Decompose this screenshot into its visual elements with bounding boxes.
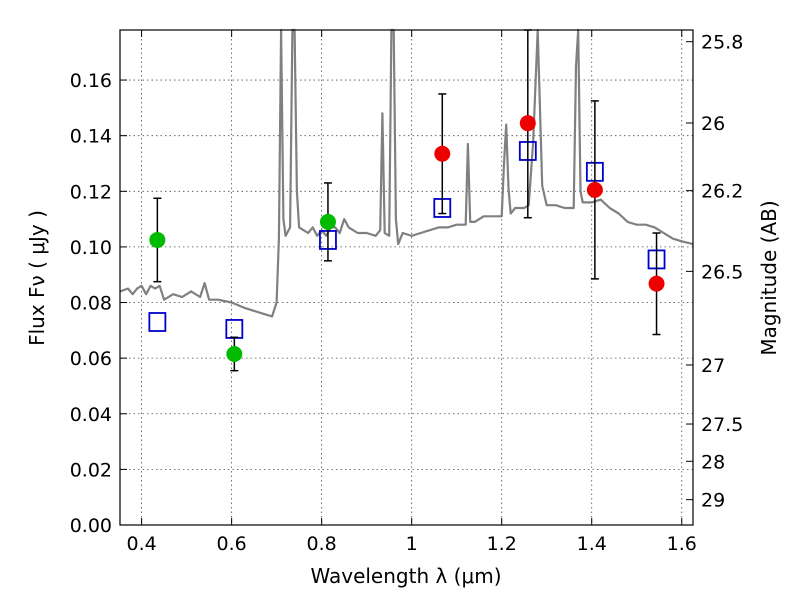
y2-tick-label: 26 (701, 113, 725, 135)
y2-tick-label: 25.8 (701, 32, 743, 54)
y-tick-label: 0.14 (70, 126, 112, 148)
x-tick-label: 0.8 (307, 533, 337, 555)
x-tick-label: 1 (406, 533, 418, 555)
x-tick-label: 0.4 (126, 533, 156, 555)
y-tick-label: 0.10 (70, 237, 112, 259)
y2-tick-label: 26.2 (701, 181, 743, 203)
observed-point (226, 345, 243, 362)
observed-point (586, 181, 603, 198)
model-spectrum (119, 28, 694, 318)
x-axis-title: Wavelength λ (μm) (310, 564, 501, 588)
data-points (148, 29, 666, 372)
grid (120, 30, 693, 526)
y-tick-label: 0.00 (70, 515, 112, 537)
y-axis-title: Flux Fν ( μJy ) (25, 210, 49, 346)
observed-point (319, 213, 336, 230)
x-tick-label: 0.6 (217, 533, 247, 555)
y2-tick-label: 29 (701, 490, 725, 512)
model-point (148, 312, 167, 332)
y-tick-label: 0.12 (70, 181, 112, 203)
observed-point (519, 115, 536, 132)
y2-tick-label: 26.5 (701, 261, 743, 283)
x-tick-label: 1.4 (577, 533, 607, 555)
x-tick-label: 1.2 (487, 533, 517, 555)
model-point (225, 319, 244, 339)
y2-tick-label: 28 (701, 451, 725, 473)
y-tick-label: 0.08 (70, 293, 112, 315)
plot-frame (119, 29, 694, 526)
y2-tick-label: 27.5 (701, 414, 743, 436)
x-tick-label: 1.6 (667, 533, 697, 555)
axis-ticks: 0.4 0.6 0.8 1 1.2 1.4 1.6 0.00 0.02 0.04 0.06 0.08 0… (70, 30, 743, 555)
observed-point (434, 145, 451, 162)
observed-point (149, 231, 166, 248)
y2-axis-title: Magnitude (AB) (757, 200, 781, 355)
model-spectrum-line (119, 28, 694, 318)
y-tick-label: 0.04 (70, 404, 112, 426)
observed-point (648, 275, 665, 292)
y2-tick-label: 27 (701, 355, 725, 377)
y-tick-label: 0.16 (70, 70, 112, 92)
y-tick-label: 0.02 (70, 459, 112, 481)
y-tick-label: 0.06 (70, 348, 112, 370)
